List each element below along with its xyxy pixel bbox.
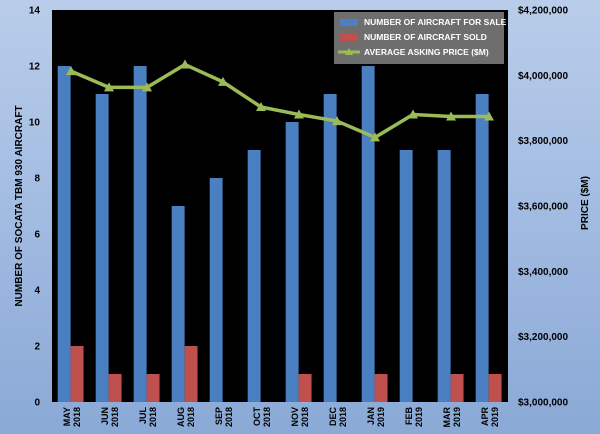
category-label: JUL2018 bbox=[138, 407, 158, 428]
legend-marker bbox=[345, 48, 353, 55]
for-sale-bar bbox=[399, 150, 413, 402]
price-point bbox=[142, 82, 152, 92]
right-axis-title: PRICE ($M) bbox=[580, 176, 591, 230]
for-sale-bar bbox=[285, 122, 299, 402]
legend-box bbox=[334, 12, 504, 64]
for-sale-bar bbox=[95, 94, 109, 402]
category-label: SEP2018 bbox=[214, 407, 234, 427]
category-label: DEC2018 bbox=[328, 407, 348, 428]
sold-bar bbox=[70, 346, 84, 402]
for-sale-bar bbox=[437, 150, 451, 402]
legend-label: NUMBER OF AIRCRAFT FOR SALE bbox=[364, 17, 507, 27]
for-sale-bar bbox=[247, 150, 261, 402]
sold-bar bbox=[146, 374, 160, 402]
category-labels: MAY2018 JUN2018 JUL2018 AUG2018 SEP2018 OCT20… bbox=[62, 406, 500, 427]
sold-bar bbox=[298, 374, 312, 402]
category-label: MAR2019 bbox=[442, 407, 462, 428]
price-point bbox=[370, 132, 380, 142]
category-label: OCT2018 bbox=[252, 407, 272, 428]
sold-bar bbox=[108, 374, 122, 402]
for-sale-bar bbox=[133, 66, 147, 402]
left-axis-ticks: 0 2 4 6 8 10 12 14 bbox=[29, 6, 41, 409]
legend-swatch bbox=[340, 34, 358, 41]
price-line-series bbox=[66, 59, 494, 142]
sold-bar bbox=[184, 346, 198, 402]
sold-bars bbox=[70, 346, 502, 402]
price-point bbox=[256, 102, 266, 112]
right-tick-label: $3,600,000 bbox=[518, 202, 568, 213]
for-sale-bar bbox=[209, 178, 223, 402]
left-tick-label: 2 bbox=[34, 342, 40, 353]
price-line bbox=[70, 62, 489, 140]
price-point bbox=[66, 66, 76, 76]
left-axis-title: NUMBER OF SOCATA TBM 930 AIRCRAFT bbox=[14, 105, 25, 306]
plot-area bbox=[52, 10, 508, 402]
category-label: AUG2018 bbox=[176, 407, 196, 427]
left-tick-label: 14 bbox=[29, 6, 41, 17]
legend-label: AVERAGE ASKING PRICE ($M) bbox=[364, 47, 489, 57]
price-point bbox=[294, 109, 304, 119]
category-label: NOV2018 bbox=[290, 407, 310, 427]
for-sale-bars bbox=[57, 66, 489, 402]
price-point bbox=[332, 116, 342, 126]
right-axis-ticks: $3,000,000 $3,200,000 $3,400,000 $3,600,000… bbox=[518, 6, 568, 409]
price-point bbox=[408, 109, 418, 119]
right-tick-label: $3,400,000 bbox=[518, 267, 568, 278]
right-tick-label: $4,000,000 bbox=[518, 71, 568, 82]
category-label: MAY2018 bbox=[62, 407, 82, 427]
for-sale-bar bbox=[475, 94, 489, 402]
category-label: JUN2018 bbox=[100, 407, 120, 427]
legend: NUMBER OF AIRCRAFT FOR SALE NUMBER OF AIR… bbox=[334, 12, 507, 64]
left-tick-label: 6 bbox=[34, 230, 40, 241]
price-point bbox=[446, 111, 456, 121]
legend-label: NUMBER OF AIRCRAFT SOLD bbox=[364, 32, 487, 42]
right-tick-label: $3,200,000 bbox=[518, 332, 568, 343]
sold-bar bbox=[450, 374, 464, 402]
category-label: APR2019 bbox=[480, 407, 500, 428]
for-sale-bar bbox=[323, 94, 337, 402]
left-tick-label: 0 bbox=[34, 398, 40, 409]
legend-swatch bbox=[340, 19, 358, 26]
price-point bbox=[104, 82, 114, 92]
left-tick-label: 4 bbox=[34, 286, 40, 297]
category-label: JAN2019 bbox=[366, 407, 386, 427]
left-tick-label: 8 bbox=[34, 174, 40, 185]
price-point bbox=[180, 59, 190, 69]
price-point bbox=[484, 111, 494, 121]
right-tick-label: $3,800,000 bbox=[518, 136, 568, 147]
category-label: FEB2019 bbox=[404, 406, 424, 427]
for-sale-bar bbox=[57, 66, 71, 402]
for-sale-bar bbox=[361, 66, 375, 402]
right-tick-label: $4,200,000 bbox=[518, 6, 568, 17]
sold-bar bbox=[488, 374, 502, 402]
price-point bbox=[218, 76, 228, 86]
left-tick-label: 12 bbox=[29, 62, 41, 73]
sold-bar bbox=[374, 374, 388, 402]
right-tick-label: $3,000,000 bbox=[518, 398, 568, 409]
left-tick-label: 10 bbox=[29, 118, 41, 129]
for-sale-bar bbox=[171, 206, 185, 402]
